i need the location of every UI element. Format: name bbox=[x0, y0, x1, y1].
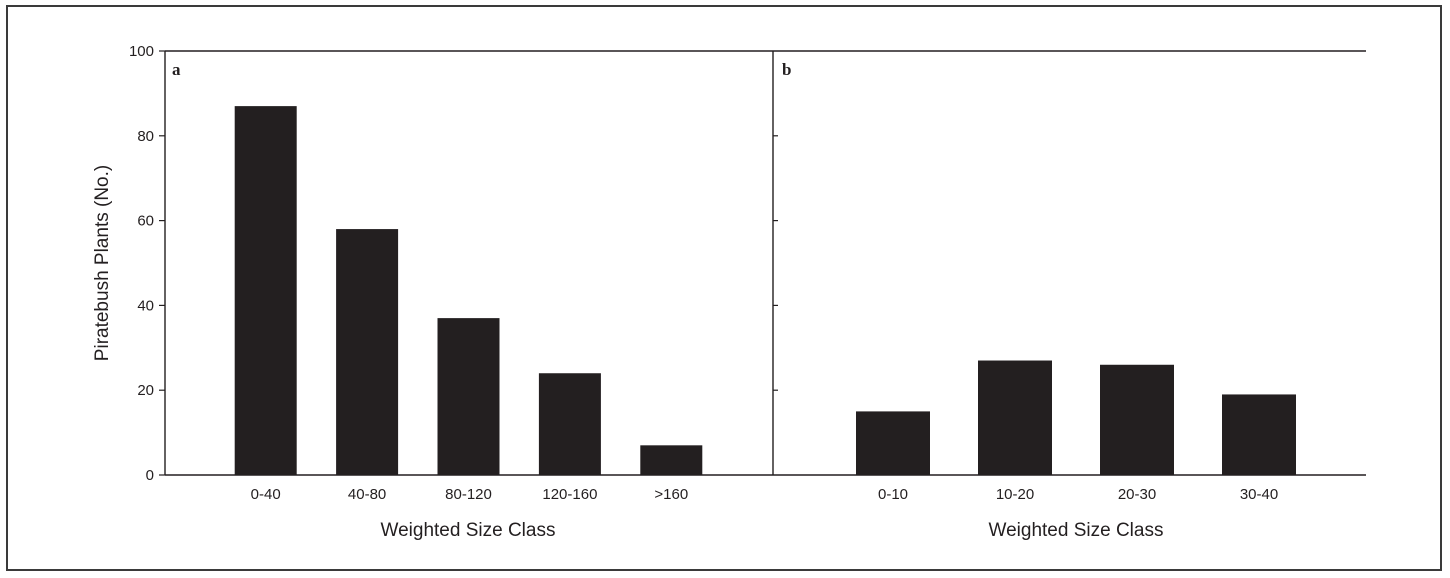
y-ticks: 0 20 40 60 80 100 bbox=[129, 43, 778, 484]
bar->160 bbox=[640, 445, 703, 475]
panel-b-bars bbox=[856, 360, 1296, 475]
x-tick-label: 40-80 bbox=[348, 486, 386, 503]
y-tick-label: 40 bbox=[137, 297, 154, 314]
panel-a: a 0-40 40-80 80-120 120-160 >160 Weighted Si… bbox=[172, 60, 703, 541]
y-tick-label: 100 bbox=[129, 43, 154, 60]
panel-b-letter: b bbox=[782, 60, 791, 79]
panel-b-x-tick-labels: 0-10 10-20 20-30 30-40 bbox=[878, 486, 1278, 503]
panel-b: b 0-10 10-20 20-30 30-40 Weighted Size Clas… bbox=[782, 60, 1296, 541]
panel-a-x-tick-labels: 0-40 40-80 80-120 120-160 >160 bbox=[251, 486, 689, 503]
bar-0-40 bbox=[234, 106, 297, 476]
x-tick-label: 10-20 bbox=[996, 486, 1034, 503]
bar-20-30 bbox=[1100, 364, 1174, 475]
bar-0-10 bbox=[856, 411, 930, 475]
x-tick-label: 30-40 bbox=[1240, 486, 1278, 503]
bar-30-40 bbox=[1222, 394, 1296, 475]
y-tick-label: 60 bbox=[137, 213, 154, 230]
panel-a-bars bbox=[234, 106, 703, 476]
bar-120-160 bbox=[538, 373, 601, 475]
y-tick-label: 20 bbox=[137, 382, 154, 399]
x-tick-label: 0-10 bbox=[878, 486, 908, 503]
y-tick-label: 0 bbox=[146, 467, 154, 484]
y-tick-label: 80 bbox=[137, 128, 154, 145]
x-tick-label: 0-40 bbox=[251, 486, 281, 503]
bar-80-120 bbox=[437, 318, 500, 475]
bar-10-20 bbox=[978, 360, 1052, 475]
panel-b-x-axis-title: Weighted Size Class bbox=[989, 520, 1164, 541]
x-tick-label: 20-30 bbox=[1118, 486, 1156, 503]
y-axis-title: Piratebush Plants (No.) bbox=[92, 165, 113, 361]
x-tick-label: 80-120 bbox=[445, 486, 492, 503]
x-tick-label: 120-160 bbox=[542, 486, 597, 503]
bar-40-80 bbox=[336, 229, 399, 475]
panel-a-x-axis-title: Weighted Size Class bbox=[381, 520, 556, 541]
panel-a-letter: a bbox=[172, 60, 181, 79]
x-tick-label: >160 bbox=[654, 486, 688, 503]
